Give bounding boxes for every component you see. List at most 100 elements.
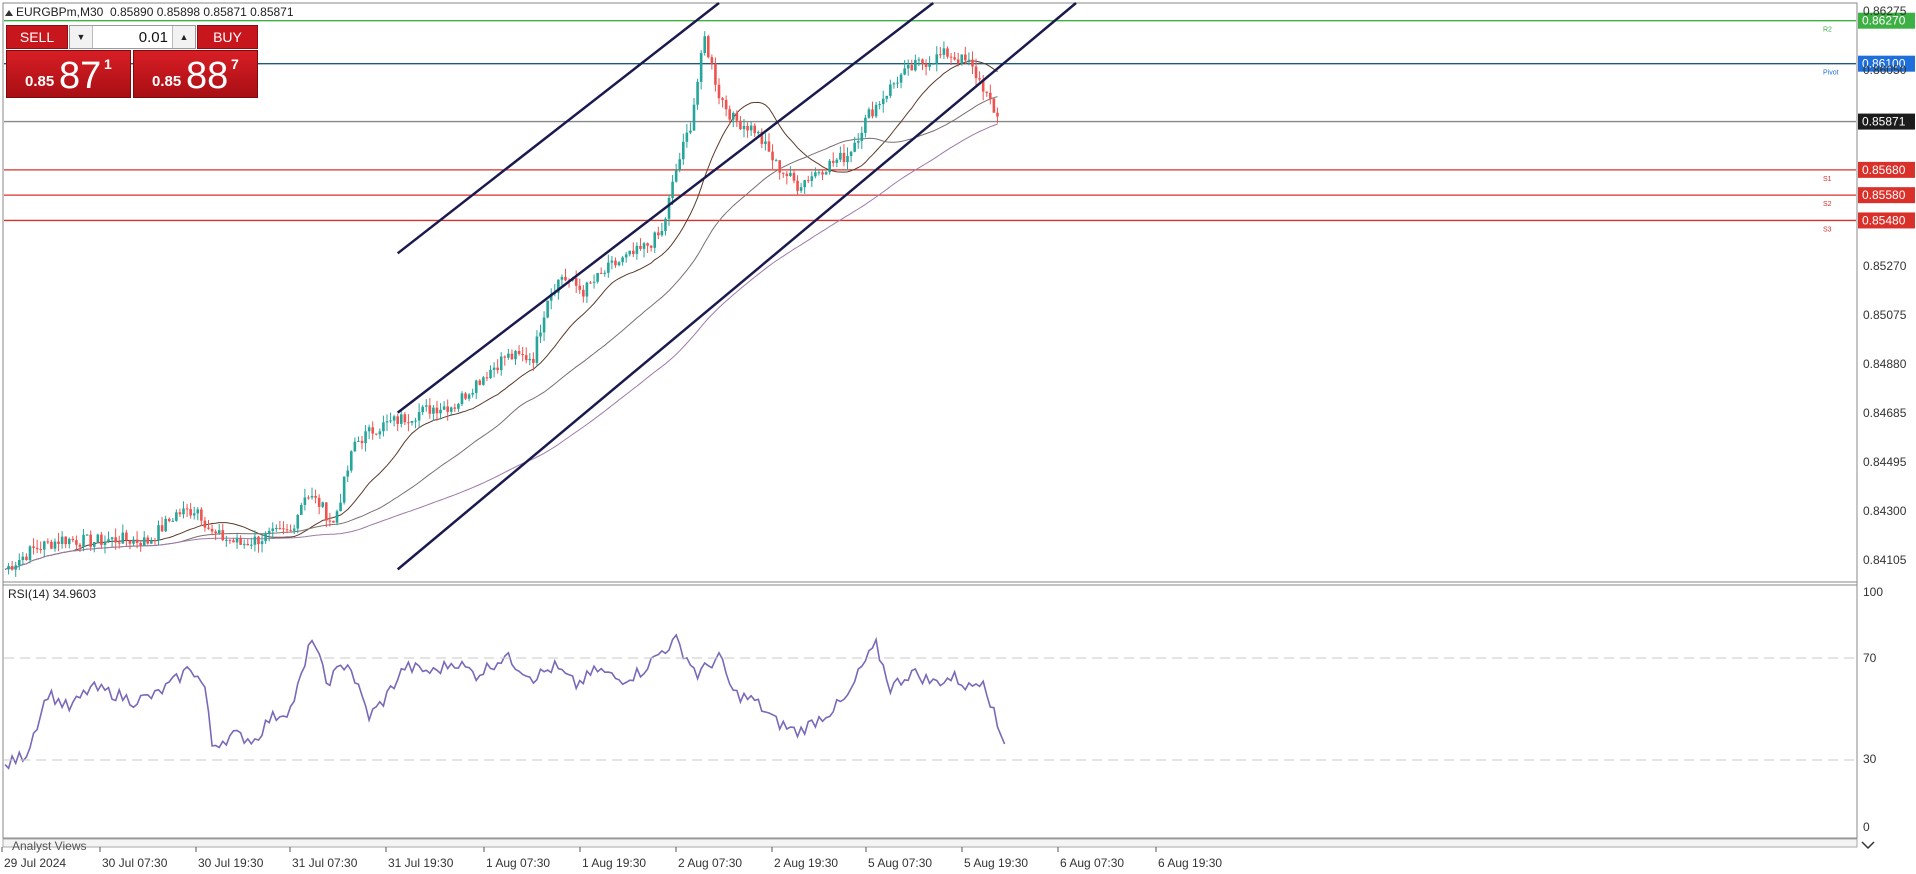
- candle-body: [803, 180, 806, 188]
- candle-body: [42, 541, 46, 550]
- candle-body: [82, 534, 85, 547]
- candle-body: [242, 543, 246, 545]
- candle-body: [314, 495, 317, 498]
- candle-body: [781, 172, 785, 174]
- time-axis-label: 30 Jul 19:30: [198, 856, 264, 870]
- candle-body: [10, 565, 14, 570]
- candle-body: [146, 537, 150, 544]
- candle-body: [849, 151, 853, 157]
- candle-body: [521, 353, 524, 356]
- candle-body: [267, 530, 271, 534]
- buy-price-fraction: 7: [231, 56, 239, 72]
- candle-body: [971, 59, 974, 67]
- candle-body: [642, 243, 646, 249]
- candle-body: [653, 232, 657, 248]
- price-tick: 0.85075: [1863, 308, 1907, 322]
- moving-average-line: [4, 60, 998, 570]
- price-level-tag: [1858, 55, 1915, 72]
- candle-body: [460, 393, 464, 405]
- trend-channel-line[interactable]: [396, 2, 934, 414]
- candle-body: [39, 549, 42, 551]
- candle-body: [953, 57, 956, 60]
- candle-body: [878, 104, 881, 106]
- candle-body: [471, 392, 474, 395]
- candle-body: [210, 528, 214, 532]
- candle-body: [792, 172, 796, 181]
- price-tick: 0.86050: [1863, 63, 1907, 77]
- time-axis-label: 5 Aug 07:30: [868, 856, 932, 870]
- sell-price-prefix: 0.85: [25, 73, 55, 90]
- candle-body: [96, 534, 100, 543]
- candle-body: [446, 406, 449, 412]
- rsi-tick: 0: [1863, 820, 1870, 834]
- candle-body: [692, 104, 696, 131]
- candle-body: [507, 353, 510, 358]
- candle-body: [225, 539, 228, 541]
- candle-body: [664, 218, 667, 231]
- candle-body: [150, 540, 153, 544]
- candle-body: [810, 176, 814, 181]
- candle-body: [885, 95, 889, 99]
- candle-body: [564, 276, 567, 281]
- candle-body: [457, 404, 460, 409]
- candle-body: [846, 156, 849, 163]
- sell-price-button[interactable]: 0.85 87 1: [6, 50, 131, 98]
- lot-size-input[interactable]: [93, 26, 172, 48]
- candle-body: [85, 534, 89, 536]
- lot-size-stepper[interactable]: ▼ ▲: [69, 25, 196, 49]
- candle-body: [546, 300, 549, 318]
- price-level-label: 0.85480: [1862, 213, 1906, 227]
- candle-body: [442, 406, 446, 410]
- candle-body: [378, 431, 382, 435]
- analyst-views-tab[interactable]: [2, 838, 1858, 848]
- candle-body: [760, 131, 764, 144]
- candle-body: [585, 282, 589, 297]
- candle-body: [14, 565, 18, 570]
- candle-body: [107, 539, 110, 542]
- candle-body: [671, 181, 674, 198]
- candle-body: [346, 470, 350, 477]
- time-axis-label: 30 Jul 07:30: [102, 856, 168, 870]
- candle-body: [685, 132, 689, 142]
- candle-body: [778, 160, 781, 173]
- candle-body: [125, 532, 128, 541]
- candle-body: [764, 141, 767, 144]
- candle-body: [799, 187, 803, 191]
- candle-body: [871, 109, 874, 117]
- price-level-label: 0.85680: [1862, 163, 1906, 177]
- chevron-down-icon[interactable]: [1861, 841, 1875, 850]
- candle-body: [417, 412, 421, 421]
- candle-body: [257, 536, 260, 545]
- candle-body: [974, 66, 978, 79]
- candle-body: [332, 520, 335, 523]
- candle-body: [557, 279, 560, 293]
- candle-body: [185, 508, 189, 510]
- candle-body: [703, 36, 707, 54]
- price-tick: 0.84495: [1863, 455, 1907, 469]
- candle-body: [674, 169, 678, 182]
- lot-increase-button[interactable]: ▲: [172, 26, 195, 48]
- trend-channel-line[interactable]: [396, 2, 720, 255]
- candle-body: [153, 540, 157, 542]
- candle-body: [981, 79, 985, 92]
- price-tick: 0.84105: [1863, 553, 1907, 567]
- price-level-label: 0.86100: [1862, 57, 1906, 71]
- buy-price-button[interactable]: 0.85 88 7: [133, 50, 258, 98]
- candle-body: [157, 525, 160, 541]
- pivot-level-name: R2: [1823, 27, 1832, 34]
- trend-channel-line[interactable]: [396, 2, 1077, 571]
- candle-body: [57, 541, 60, 544]
- candle-body: [21, 556, 25, 561]
- candle-body: [960, 54, 964, 64]
- buy-button[interactable]: BUY: [197, 25, 258, 49]
- candle-body: [731, 112, 735, 120]
- candle-body: [717, 84, 721, 99]
- candle-body: [735, 112, 739, 121]
- candle-body: [271, 528, 275, 531]
- symbol-menu-icon[interactable]: [5, 10, 13, 16]
- lot-decrease-button[interactable]: ▼: [70, 26, 93, 48]
- sell-button[interactable]: SELL: [6, 25, 68, 49]
- candle-body: [814, 172, 817, 177]
- pivot-level-name: S3: [1823, 226, 1832, 233]
